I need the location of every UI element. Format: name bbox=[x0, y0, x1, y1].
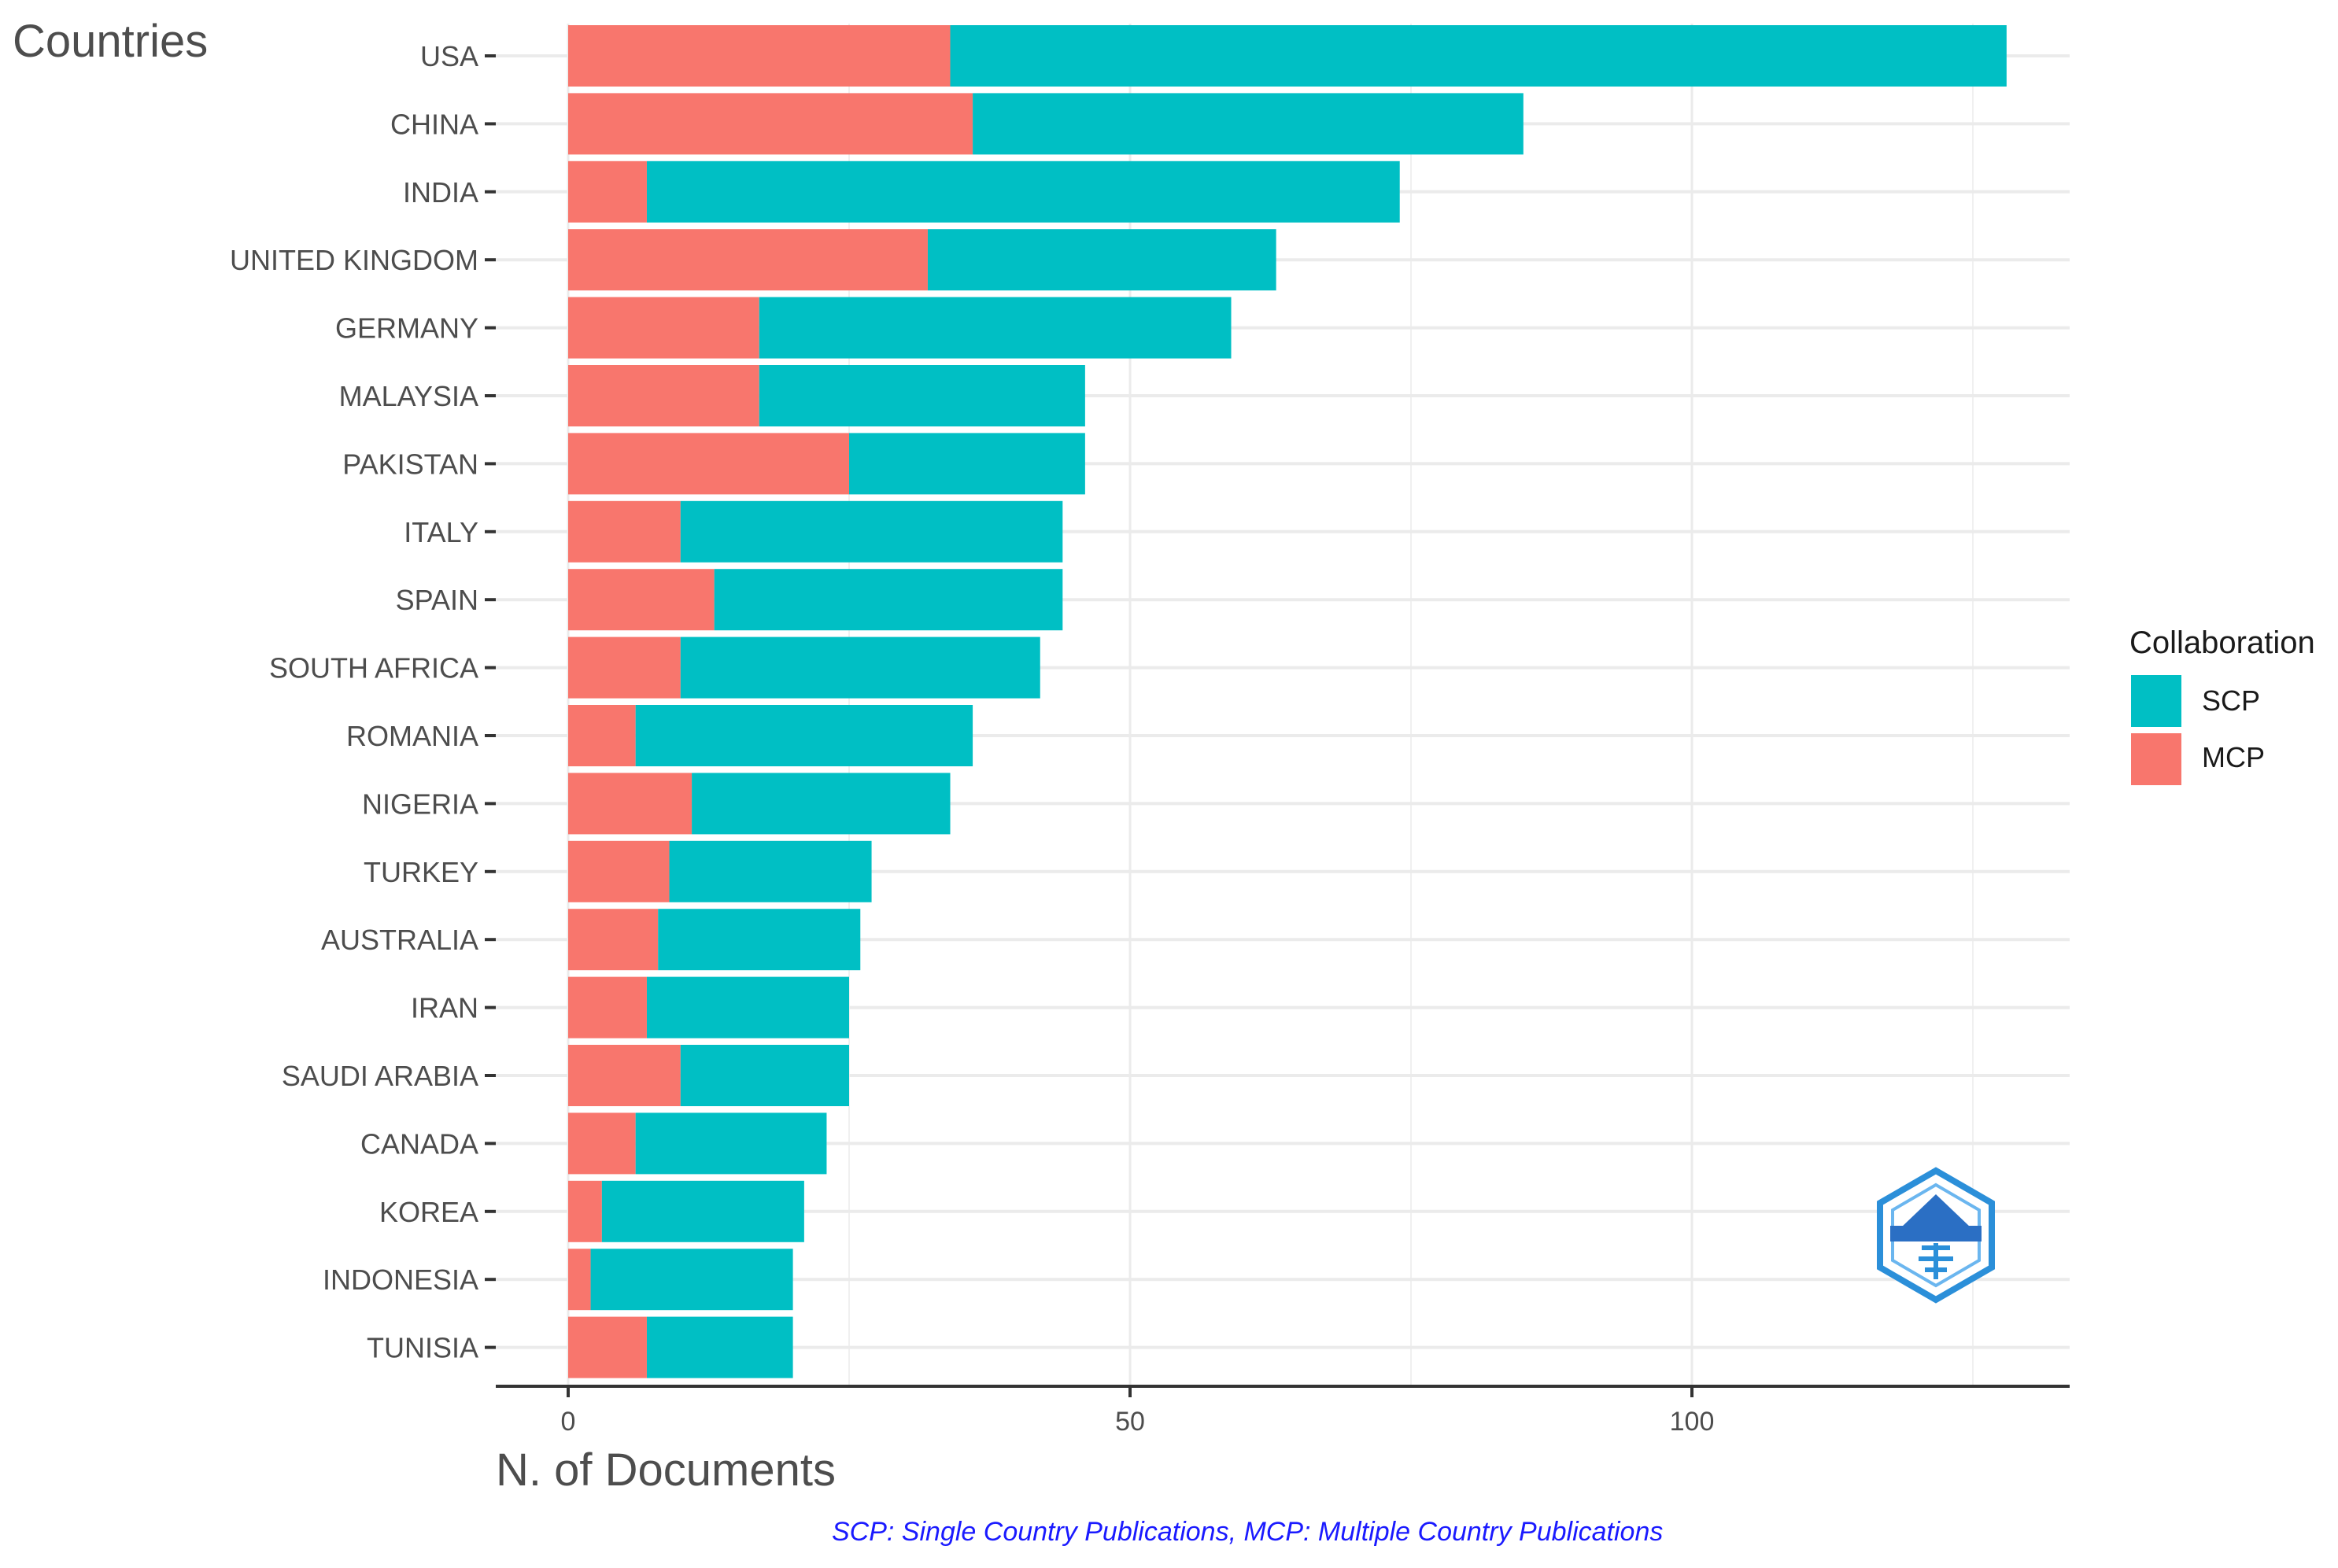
bar-scp-korea bbox=[601, 1180, 804, 1242]
y-tick-label: PAKISTAN bbox=[342, 448, 478, 480]
bar-mcp-united-kingdom bbox=[568, 229, 928, 291]
y-tick-label: CANADA bbox=[360, 1127, 478, 1160]
bar-mcp-tunisia bbox=[568, 1316, 647, 1378]
y-tick-label: MALAYSIA bbox=[339, 380, 478, 412]
bar-mcp-romania bbox=[568, 705, 636, 766]
bar-scp-united-kingdom bbox=[927, 229, 1276, 291]
y-tick-label: ROMANIA bbox=[346, 720, 478, 752]
bar-scp-china bbox=[973, 93, 1524, 155]
y-tick-label: SPAIN bbox=[396, 584, 478, 616]
y-tick-label: GERMANY bbox=[335, 312, 478, 345]
y-tick-label: USA bbox=[420, 40, 478, 72]
x-axis: 0 50 100 bbox=[561, 1386, 1715, 1437]
legend-label-mcp: MCP bbox=[2202, 741, 2265, 773]
bar-mcp-germany bbox=[568, 297, 759, 359]
bar-scp-romania bbox=[635, 705, 973, 766]
bar-mcp-nigeria bbox=[568, 773, 693, 835]
bar-scp-italy bbox=[680, 500, 1063, 563]
y-tick-label: INDONESIA bbox=[323, 1264, 478, 1296]
y-tick-label: ITALY bbox=[404, 516, 478, 548]
y-axis: USA CHINA INDIA UNITED KINGDOM GERMANY MALAYS… bbox=[230, 40, 496, 1364]
bar-scp-nigeria bbox=[692, 773, 951, 835]
bar-scp-turkey bbox=[669, 840, 872, 902]
bar-mcp-australia bbox=[568, 909, 659, 971]
x-tick-label: 50 bbox=[1115, 1407, 1145, 1437]
x-tick-label: 0 bbox=[561, 1407, 576, 1437]
bar-mcp-pakistan bbox=[568, 433, 849, 495]
legend: Collaboration SCP MCP bbox=[2129, 625, 2315, 785]
hexagon-logo-icon bbox=[1877, 1167, 1995, 1304]
y-tick-label: NIGERIA bbox=[362, 788, 478, 820]
y-tick-label: CHINA bbox=[390, 108, 478, 140]
y-tick-label: TUNISIA bbox=[367, 1332, 478, 1364]
bar-mcp-china bbox=[568, 93, 973, 155]
bar-scp-indonesia bbox=[590, 1249, 793, 1311]
bar-scp-spain bbox=[714, 569, 1063, 631]
y-tick-label: SAUDI ARABIA bbox=[282, 1060, 478, 1092]
legend-title: Collaboration bbox=[2129, 625, 2315, 660]
y-tick-label: IRAN bbox=[411, 992, 478, 1024]
y-axis-title: Countries bbox=[13, 16, 208, 67]
y-tick-label: AUSTRALIA bbox=[321, 924, 478, 956]
bar-scp-india bbox=[646, 160, 1400, 223]
bar-scp-canada bbox=[635, 1112, 827, 1175]
bar-mcp-indonesia bbox=[568, 1249, 591, 1311]
bar-scp-south-africa bbox=[680, 636, 1040, 699]
bar-mcp-saudi-arabia bbox=[568, 1045, 681, 1106]
bar-mcp-malaysia bbox=[568, 365, 759, 426]
bar-scp-australia bbox=[658, 909, 861, 971]
y-tick-label: TURKEY bbox=[364, 856, 478, 888]
bar-mcp-canada bbox=[568, 1112, 636, 1175]
bar-scp-germany bbox=[759, 297, 1232, 359]
bar-mcp-iran bbox=[568, 976, 647, 1039]
bar-scp-saudi-arabia bbox=[680, 1045, 849, 1106]
bar-scp-tunisia bbox=[646, 1316, 793, 1378]
bar-mcp-spain bbox=[568, 569, 715, 631]
caption: SCP: Single Country Publications, MCP: M… bbox=[832, 1517, 1663, 1547]
bar-scp-usa bbox=[950, 25, 2007, 87]
legend-key-mcp bbox=[2131, 733, 2181, 785]
bar-scp-pakistan bbox=[849, 433, 1085, 495]
bar-scp-malaysia bbox=[759, 365, 1085, 426]
bars bbox=[568, 25, 2007, 1378]
bar-mcp-korea bbox=[568, 1180, 602, 1242]
x-tick-label: 100 bbox=[1670, 1407, 1715, 1437]
legend-key-scp bbox=[2131, 675, 2181, 727]
y-tick-label: KOREA bbox=[379, 1196, 478, 1228]
bar-mcp-italy bbox=[568, 500, 681, 563]
y-tick-label: INDIA bbox=[403, 176, 478, 208]
x-axis-title: N. of Documents bbox=[496, 1444, 836, 1496]
legend-label-scp: SCP bbox=[2202, 684, 2260, 717]
y-tick-label: UNITED KINGDOM bbox=[230, 244, 478, 276]
bar-mcp-turkey bbox=[568, 840, 670, 902]
y-tick-label: SOUTH AFRICA bbox=[269, 652, 478, 684]
bar-mcp-south-africa bbox=[568, 636, 681, 699]
bar-mcp-india bbox=[568, 160, 647, 223]
bar-scp-iran bbox=[646, 976, 849, 1039]
bar-mcp-usa bbox=[568, 25, 951, 87]
